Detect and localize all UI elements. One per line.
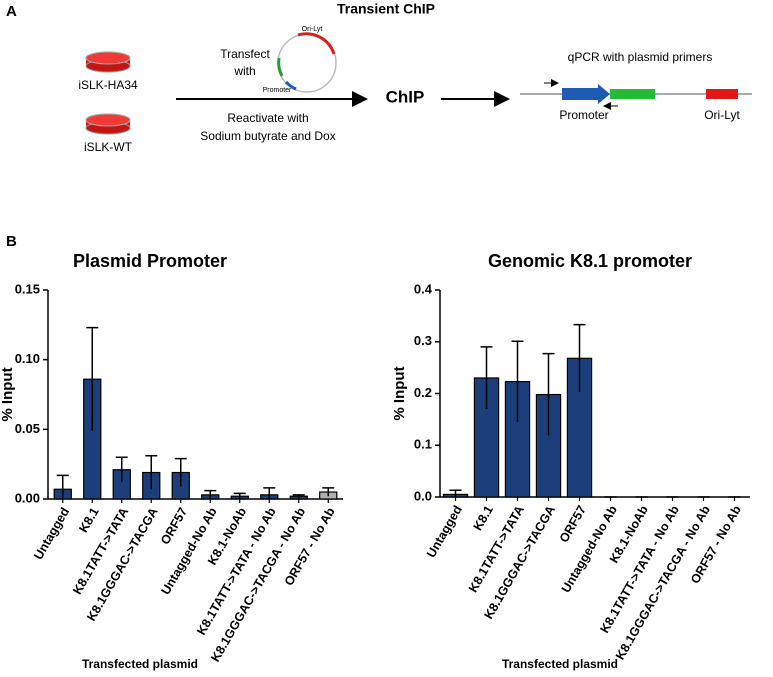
panel-title: Transient ChIP	[337, 1, 435, 17]
x-axis-label: Transfected plasmid	[82, 657, 198, 671]
x-tick-label: K8.1	[76, 505, 101, 535]
panel-label: B	[6, 233, 17, 250]
map-label: Promoter	[559, 108, 608, 122]
plasmid-label: Ori-Lyt	[302, 26, 323, 33]
y-tick-label: 0.00	[15, 490, 40, 505]
y-tick-label: 0.05	[15, 421, 40, 436]
y-tick-label: 0.0	[414, 488, 432, 503]
cell-line: iSLK-HA34	[78, 78, 138, 92]
error-bar	[145, 455, 158, 490]
error-bar	[115, 456, 128, 483]
error-bar	[204, 489, 217, 499]
plasmid-ori	[297, 32, 336, 55]
y-tick-label: 0.4	[414, 281, 433, 296]
x-tick-label: Untagged	[31, 505, 72, 562]
plasmid-promoter-seg	[277, 57, 284, 77]
map-gene	[610, 89, 655, 99]
map-ori	[706, 89, 738, 99]
y-tick-label: 0.1	[414, 437, 432, 452]
x-tick-label: K8.1	[471, 503, 496, 533]
y-tick-label: 0.3	[414, 333, 432, 348]
error-bar	[174, 457, 187, 487]
error-bar	[86, 326, 99, 431]
step-text: Transfect	[220, 47, 270, 61]
step-text: Reactivate with	[227, 111, 308, 125]
error-bar	[322, 487, 335, 497]
error-bar	[233, 492, 246, 499]
chart-title: Plasmid Promoter	[73, 251, 227, 271]
error-bar	[480, 346, 493, 410]
x-tick-label: Untagged	[424, 503, 465, 560]
y-axis-label: % Input	[0, 367, 16, 421]
y-tick-label: 0.2	[414, 385, 432, 400]
error-bar	[573, 323, 586, 392]
x-tick-label: ORF57	[557, 503, 589, 545]
panel-label: A	[6, 3, 17, 20]
x-tick-label: ORF57	[158, 505, 190, 547]
error-bar	[511, 340, 524, 422]
y-axis-label: % Input	[391, 366, 408, 420]
x-axis-label: Transfected plasmid	[502, 657, 618, 671]
cell-line: iSLK-WT	[84, 140, 133, 154]
y-tick-label: 0.15	[15, 281, 40, 296]
map-label: Ori-Lyt	[704, 108, 740, 122]
error-bar	[56, 474, 69, 499]
error-bar	[449, 489, 462, 497]
y-tick-label: 0.10	[15, 351, 40, 366]
dish	[85, 113, 131, 135]
chart-title: Genomic K8.1 promoter	[488, 251, 692, 271]
step-text: with	[233, 64, 255, 78]
step-text: Sodium butyrate and Dox	[200, 129, 335, 143]
dish	[85, 51, 131, 73]
error-bar	[292, 494, 305, 498]
qpcr-label: qPCR with plasmid primers	[568, 50, 713, 64]
map-promoter	[562, 84, 610, 104]
plasmid-label: Promoter	[263, 87, 292, 94]
chip-label: ChIP	[386, 87, 425, 106]
error-bar	[542, 352, 555, 436]
error-bar	[263, 487, 276, 499]
plasmid-promoter	[284, 80, 297, 91]
